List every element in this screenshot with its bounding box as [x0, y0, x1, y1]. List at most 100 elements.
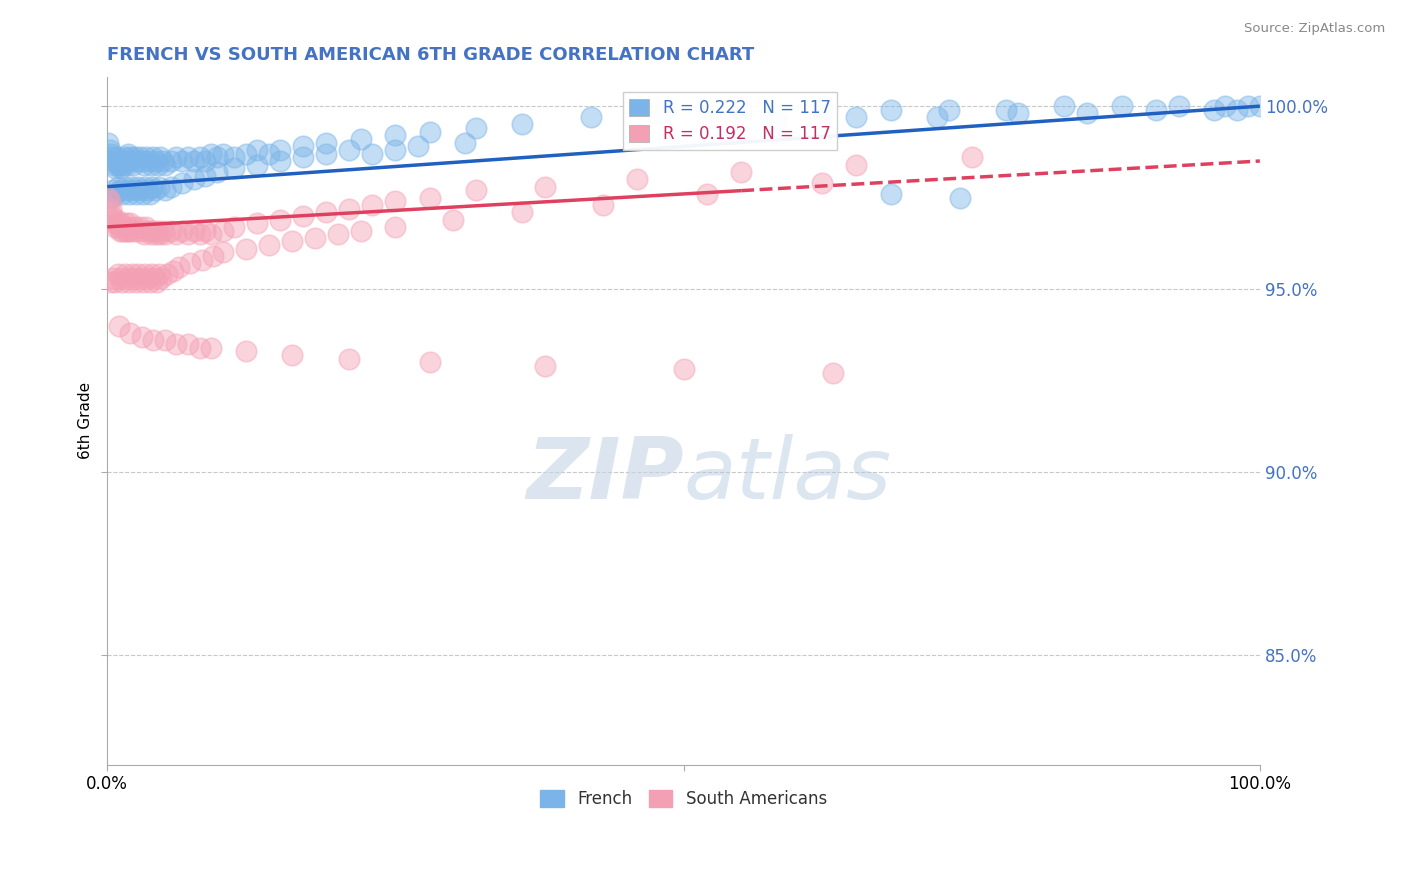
Point — [115, 158, 138, 172]
Point — [823, 366, 845, 380]
Point — [118, 186, 141, 201]
Point — [165, 337, 187, 351]
Point — [188, 341, 211, 355]
Point — [148, 179, 170, 194]
Point — [315, 205, 337, 219]
Point — [139, 186, 162, 201]
Point — [115, 223, 138, 237]
Point — [211, 146, 233, 161]
Point — [845, 110, 868, 124]
Point — [581, 110, 603, 124]
Point — [177, 150, 200, 164]
Point — [1213, 99, 1236, 113]
Point — [105, 212, 128, 227]
Point — [441, 212, 464, 227]
Point — [269, 143, 291, 157]
Point — [1053, 99, 1076, 113]
Point — [100, 202, 122, 216]
Point — [280, 348, 302, 362]
Point — [202, 249, 225, 263]
Point — [672, 362, 695, 376]
Point — [337, 351, 360, 366]
Point — [159, 223, 181, 237]
Point — [124, 219, 146, 234]
Point — [125, 275, 148, 289]
Point — [246, 143, 269, 157]
Point — [101, 150, 124, 164]
Point — [97, 136, 120, 150]
Point — [120, 150, 142, 164]
Point — [419, 125, 441, 139]
Point — [108, 219, 131, 234]
Point — [110, 216, 132, 230]
Point — [107, 216, 129, 230]
Point — [269, 212, 291, 227]
Point — [100, 275, 122, 289]
Point — [143, 271, 166, 285]
Point — [292, 209, 315, 223]
Point — [1144, 103, 1167, 117]
Point — [534, 179, 557, 194]
Point — [112, 219, 135, 234]
Point — [938, 103, 960, 117]
Point — [960, 150, 983, 164]
Point — [626, 172, 648, 186]
Point — [326, 227, 349, 242]
Point — [136, 183, 159, 197]
Point — [100, 191, 122, 205]
Point — [103, 216, 125, 230]
Point — [592, 198, 614, 212]
Point — [172, 154, 194, 169]
Point — [183, 223, 205, 237]
Point — [148, 268, 170, 282]
Point — [384, 128, 406, 143]
Point — [110, 161, 132, 176]
Point — [150, 271, 173, 285]
Point — [98, 143, 121, 157]
Point — [246, 158, 269, 172]
Point — [337, 202, 360, 216]
Point — [257, 146, 280, 161]
Point — [142, 150, 165, 164]
Point — [845, 158, 868, 172]
Point — [153, 333, 176, 347]
Point — [927, 110, 949, 124]
Text: atlas: atlas — [683, 434, 891, 517]
Point — [650, 106, 672, 120]
Point — [107, 158, 129, 172]
Point — [465, 183, 488, 197]
Point — [419, 355, 441, 369]
Point — [949, 191, 972, 205]
Point — [128, 219, 150, 234]
Point — [510, 118, 533, 132]
Text: FRENCH VS SOUTH AMERICAN 6TH GRADE CORRELATION CHART: FRENCH VS SOUTH AMERICAN 6TH GRADE CORRE… — [107, 46, 755, 64]
Point — [177, 337, 200, 351]
Point — [696, 186, 718, 201]
Point — [141, 179, 163, 194]
Point — [108, 183, 131, 197]
Point — [132, 186, 155, 201]
Point — [453, 136, 475, 150]
Point — [153, 227, 176, 242]
Point — [117, 146, 139, 161]
Point — [129, 183, 152, 197]
Point — [1202, 103, 1225, 117]
Point — [811, 176, 834, 190]
Point — [114, 154, 136, 169]
Point — [235, 146, 257, 161]
Point — [143, 183, 166, 197]
Point — [101, 209, 124, 223]
Point — [350, 132, 373, 146]
Point — [222, 150, 245, 164]
Point — [108, 154, 131, 169]
Point — [111, 223, 134, 237]
Point — [194, 169, 217, 183]
Point — [107, 179, 129, 194]
Text: ZIP: ZIP — [526, 434, 683, 517]
Point — [167, 260, 190, 274]
Point — [361, 198, 384, 212]
Point — [235, 242, 257, 256]
Point — [132, 275, 155, 289]
Point — [200, 227, 222, 242]
Point — [138, 223, 160, 237]
